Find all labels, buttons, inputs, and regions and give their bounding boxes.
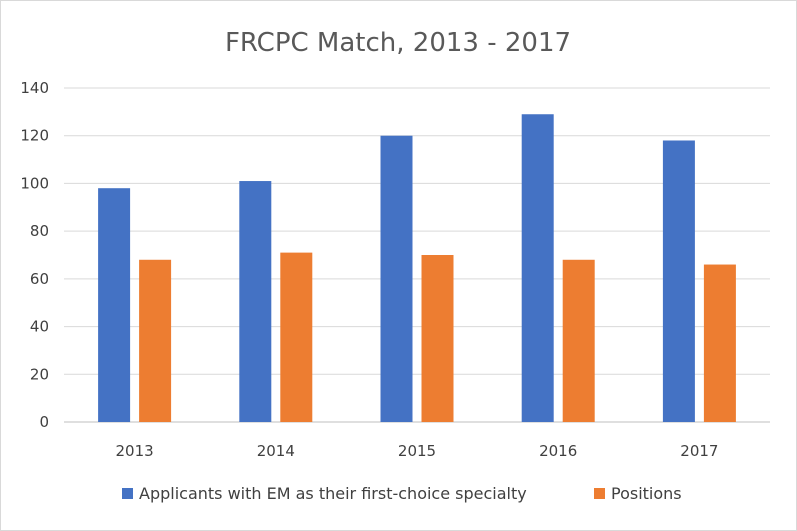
y-tick-label: 60	[30, 270, 49, 288]
bar-applicants-2016	[521, 114, 554, 422]
legend: Applicants with EM as their first-choice…	[122, 484, 682, 503]
bar-positions-2014	[280, 252, 313, 422]
legend-swatch-positions	[594, 488, 605, 499]
y-tick-label: 80	[30, 222, 49, 240]
y-tick-label: 20	[30, 365, 49, 383]
y-tick-label: 100	[20, 174, 49, 192]
y-tick-label: 120	[20, 127, 49, 145]
bar-positions-2016	[562, 259, 595, 422]
x-tick-label: 2013	[116, 442, 154, 460]
y-axis-ticks: 0 20 40 60 80 100 120 140	[20, 79, 49, 431]
x-tick-label: 2017	[680, 442, 718, 460]
bars	[98, 114, 736, 422]
bar-applicants-2014	[239, 181, 272, 422]
gridlines	[64, 87, 770, 423]
y-tick-label: 40	[30, 318, 49, 336]
bar-positions-2013	[139, 259, 172, 422]
legend-swatch-applicants	[122, 488, 133, 499]
x-tick-label: 2016	[539, 442, 577, 460]
y-tick-label: 140	[20, 79, 49, 97]
bar-applicants-2017	[662, 140, 695, 422]
y-tick-label: 0	[39, 413, 49, 431]
bar-positions-2015	[421, 255, 454, 422]
bar-applicants-2015	[380, 135, 413, 422]
legend-label-applicants: Applicants with EM as their first-choice…	[139, 484, 527, 503]
x-tick-label: 2014	[257, 442, 295, 460]
chart-title: FRCPC Match, 2013 - 2017	[225, 28, 571, 58]
bar-positions-2017	[703, 264, 736, 422]
x-tick-label: 2015	[398, 442, 436, 460]
bar-applicants-2013	[98, 188, 131, 422]
x-axis-ticks: 2013 2014 2015 2016 2017	[116, 442, 719, 460]
legend-label-positions: Positions	[611, 484, 682, 503]
